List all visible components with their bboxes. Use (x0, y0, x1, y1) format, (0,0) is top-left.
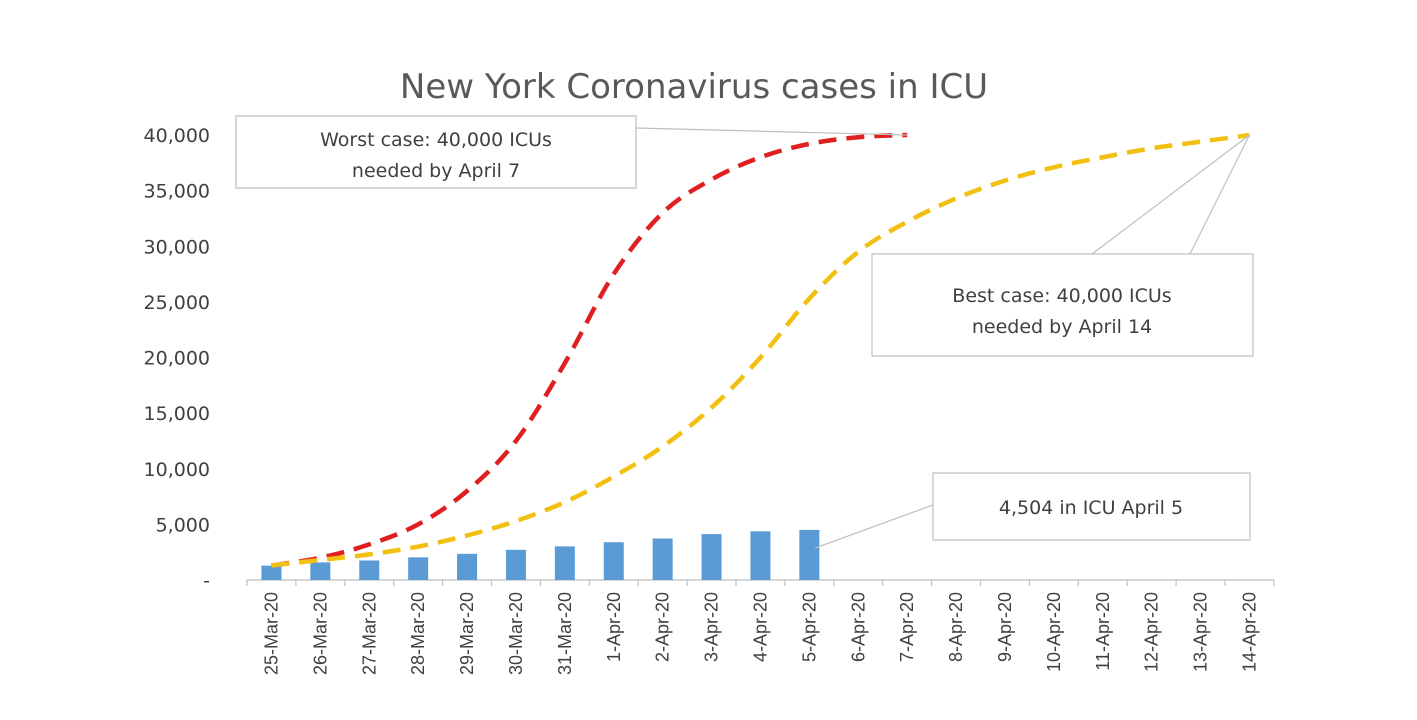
x-tick-label: 6-Apr-20 (848, 592, 868, 662)
y-tick-label: 10,000 (144, 459, 210, 481)
callout-box (871, 253, 1254, 357)
y-tick-label: 40,000 (144, 125, 210, 147)
x-tick-label: 1-Apr-20 (604, 592, 624, 662)
callout-leader-line (1091, 134, 1250, 255)
x-tick-label: 5-Apr-20 (799, 592, 819, 662)
worst-case-line (271, 132, 908, 568)
x-tick-label: 28-Mar-20 (408, 592, 428, 675)
x-tick-label: 30-Mar-20 (506, 592, 526, 675)
bar (359, 560, 380, 580)
bar (505, 549, 526, 580)
x-tick-label: 27-Mar-20 (359, 592, 379, 675)
y-tick-label: 30,000 (144, 236, 210, 258)
callout-text: Worst case: 40,000 ICUs (320, 129, 552, 151)
x-tick-label: 3-Apr-20 (702, 592, 722, 662)
x-tick-label: 25-Mar-20 (261, 592, 281, 675)
callout-text: 4,504 in ICU April 5 (999, 497, 1183, 519)
bar (408, 557, 429, 580)
x-tick-label: 11-Apr-20 (1093, 592, 1113, 671)
x-tick-label: 31-Mar-20 (555, 592, 575, 675)
bar (701, 534, 722, 580)
x-tick-label: 8-Apr-20 (946, 592, 966, 662)
bar (457, 553, 478, 580)
x-tick-label: 9-Apr-20 (995, 592, 1015, 662)
bar (310, 562, 331, 580)
bar (261, 565, 282, 580)
chart-title: New York Coronavirus cases in ICU (400, 67, 988, 107)
x-tick-label: 26-Mar-20 (310, 592, 330, 675)
x-tick-label: 7-Apr-20 (897, 592, 917, 662)
x-tick-label: 12-Apr-20 (1142, 592, 1162, 672)
x-tick-label: 13-Apr-20 (1191, 592, 1211, 672)
bar-series (261, 529, 820, 580)
callout-text: needed by April 7 (352, 160, 520, 182)
y-tick-label: 15,000 (144, 403, 210, 425)
callout-text: needed by April 14 (972, 316, 1152, 338)
callouts: Worst case: 40,000 ICUs needed by April 7… (235, 115, 1254, 549)
callout-box (235, 115, 637, 189)
y-tick-label: 20,000 (144, 348, 210, 370)
bar (750, 531, 771, 580)
callout-text: Best case: 40,000 ICUs (952, 285, 1171, 307)
callout-leader-line (1189, 134, 1250, 255)
y-axis: - 5,000 10,000 15,000 20,000 25,000 30,000 35,0… (144, 125, 210, 592)
callout-leader-line (815, 504, 934, 549)
y-tick-label: - (203, 570, 210, 592)
bar (652, 538, 673, 580)
y-tick-label: 5,000 (156, 514, 210, 536)
bar (603, 542, 624, 580)
x-tick-label: 4-Apr-20 (750, 592, 770, 662)
x-axis: 25-Mar-20 26-Mar-20 27-Mar-20 28-Mar-20 29-M… (246, 579, 1275, 675)
bar (554, 546, 575, 580)
bar (799, 529, 820, 580)
callout-leader-line (635, 127, 908, 136)
y-tick-label: 35,000 (144, 181, 210, 203)
x-tick-label: 29-Mar-20 (457, 592, 477, 675)
line-series (271, 132, 1250, 568)
y-tick-label: 25,000 (144, 292, 210, 314)
x-tick-label: 14-Apr-20 (1239, 592, 1259, 672)
x-tick-label: 10-Apr-20 (1044, 592, 1064, 672)
best-case-line (271, 132, 1250, 568)
callout-box (932, 472, 1251, 541)
x-tick-label: 2-Apr-20 (653, 592, 673, 662)
